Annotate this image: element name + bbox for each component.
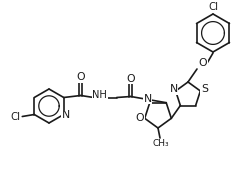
Text: N: N <box>169 84 178 94</box>
Text: O: O <box>135 113 144 123</box>
Text: N: N <box>62 110 70 121</box>
Text: O: O <box>199 58 207 68</box>
Text: O: O <box>76 72 85 82</box>
Text: O: O <box>126 73 135 83</box>
Text: S: S <box>201 84 208 94</box>
Text: NH: NH <box>92 90 107 100</box>
Text: CH₃: CH₃ <box>153 140 169 149</box>
Text: Cl: Cl <box>10 112 20 122</box>
Text: N: N <box>144 94 152 104</box>
Text: Cl: Cl <box>208 2 218 12</box>
